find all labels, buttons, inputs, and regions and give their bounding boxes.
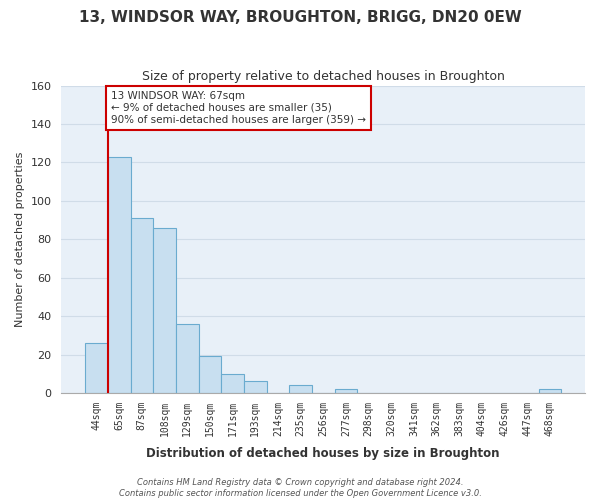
Bar <box>289 386 312 393</box>
Bar <box>221 374 244 393</box>
Bar <box>176 324 199 393</box>
Bar <box>85 343 108 393</box>
Y-axis label: Number of detached properties: Number of detached properties <box>15 152 25 327</box>
Bar <box>244 382 266 393</box>
Bar <box>131 218 153 393</box>
Bar <box>539 389 561 393</box>
Bar <box>335 389 357 393</box>
Bar <box>153 228 176 393</box>
Text: Contains HM Land Registry data © Crown copyright and database right 2024.
Contai: Contains HM Land Registry data © Crown c… <box>119 478 481 498</box>
Title: Size of property relative to detached houses in Broughton: Size of property relative to detached ho… <box>142 70 505 83</box>
Bar <box>199 356 221 393</box>
X-axis label: Distribution of detached houses by size in Broughton: Distribution of detached houses by size … <box>146 447 500 460</box>
Bar <box>108 156 131 393</box>
Text: 13 WINDSOR WAY: 67sqm
← 9% of detached houses are smaller (35)
90% of semi-detac: 13 WINDSOR WAY: 67sqm ← 9% of detached h… <box>111 92 366 124</box>
Text: 13, WINDSOR WAY, BROUGHTON, BRIGG, DN20 0EW: 13, WINDSOR WAY, BROUGHTON, BRIGG, DN20 … <box>79 10 521 25</box>
